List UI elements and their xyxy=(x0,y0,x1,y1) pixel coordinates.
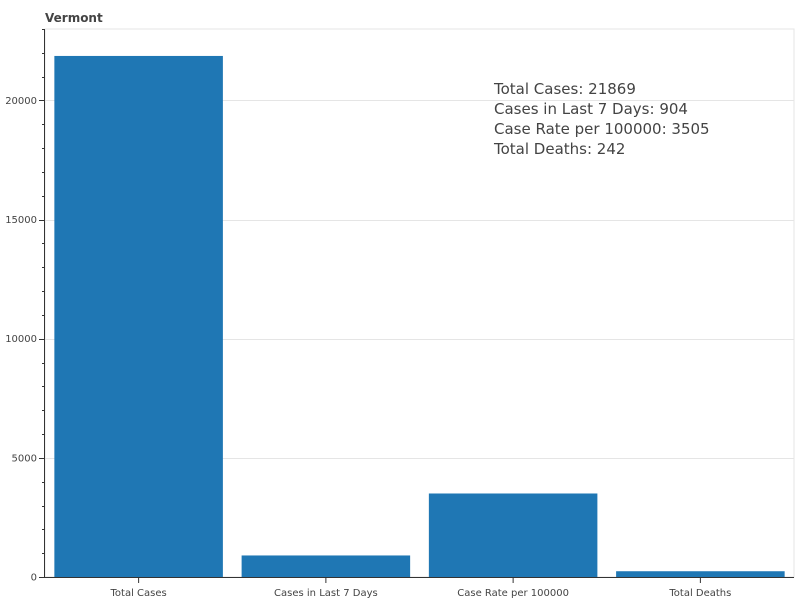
axis-layer: 0 5000 10000 15000 20000 Total Cases Cases in … xyxy=(5,29,794,599)
bar-0 xyxy=(54,55,223,577)
annotation-line-3: Total Deaths: 242 xyxy=(493,140,625,158)
y-tick-label-0: 0 xyxy=(31,573,37,584)
y-tick-label-5000: 5000 xyxy=(12,453,37,464)
y-tick-label-10000: 10000 xyxy=(5,334,37,345)
x-tick-label-0: Total Cases xyxy=(110,588,167,599)
annotation-line-1: Cases in Last 7 Days: 904 xyxy=(494,100,688,118)
chart-title: Vermont xyxy=(45,11,103,25)
bar-3 xyxy=(616,571,785,577)
annotation-line-2: Case Rate per 100000: 3505 xyxy=(494,120,710,138)
annotation-block: Total Cases: 21869 Cases in Last 7 Days: … xyxy=(493,80,710,158)
bars-layer xyxy=(54,55,785,577)
y-tick-label-20000: 20000 xyxy=(5,96,37,107)
x-tick-label-1: Cases in Last 7 Days xyxy=(274,588,378,599)
x-tick-label-3: Total Deaths xyxy=(668,588,731,599)
annotation-line-0: Total Cases: 21869 xyxy=(493,80,636,98)
bar-2 xyxy=(428,493,598,577)
y-tick-label-15000: 15000 xyxy=(5,215,37,226)
x-tick-label-2: Case Rate per 100000 xyxy=(457,588,569,599)
bar-1 xyxy=(241,555,411,577)
